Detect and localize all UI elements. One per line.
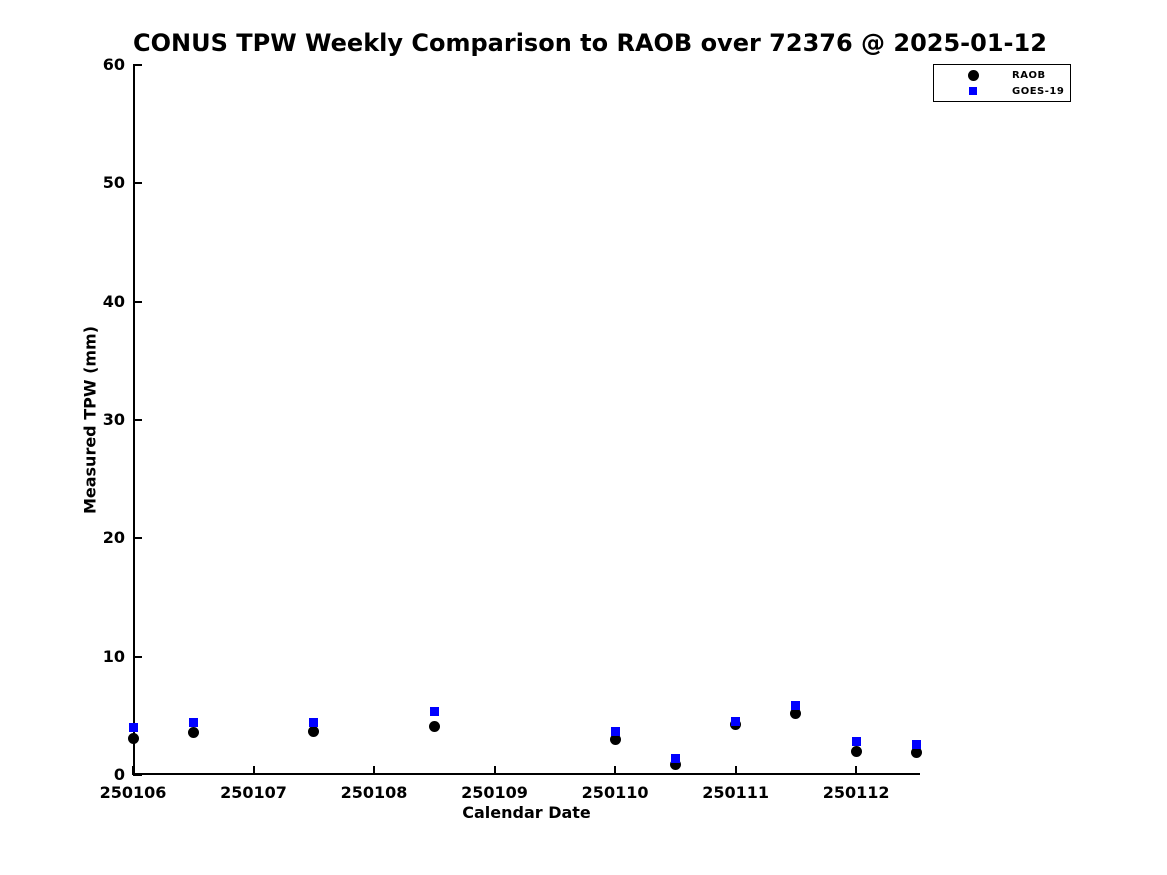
x-axis-label: Calendar Date bbox=[462, 803, 591, 822]
raob-marker bbox=[910, 747, 922, 759]
y-tick-mark bbox=[133, 182, 142, 185]
raob-marker bbox=[127, 732, 139, 744]
y-tick-label: 10 bbox=[102, 646, 125, 666]
x-tick-label: 250109 bbox=[461, 783, 528, 802]
x-tick-label: 250112 bbox=[822, 783, 890, 802]
goes-19-marker bbox=[851, 737, 861, 747]
y-tick-mark bbox=[133, 774, 142, 776]
x-tick-label: 250111 bbox=[702, 783, 769, 802]
legend-item-raob: RAOB bbox=[934, 67, 1070, 83]
x-tick-label: 250106 bbox=[99, 783, 167, 802]
raob-circle-icon bbox=[967, 69, 979, 81]
y-tick-label: 0 bbox=[113, 765, 125, 784]
y-axis-label: Measured TPW (mm) bbox=[80, 325, 100, 515]
raob-marker bbox=[609, 734, 621, 745]
plot-area: 250106 250107 250108 250109 250110 250111 2501… bbox=[100, 55, 922, 802]
y-tick-label: 20 bbox=[102, 528, 125, 548]
legend-label-raob: RAOB bbox=[1012, 69, 1046, 81]
goes-19-marker bbox=[188, 718, 198, 728]
raob-marker bbox=[428, 720, 440, 732]
goes-19-marker bbox=[128, 723, 138, 733]
goes-19-marker bbox=[610, 726, 620, 736]
goes-19-marker bbox=[670, 753, 680, 763]
chart-title: CONUS TPW Weekly Comparison to RAOB over… bbox=[133, 29, 1047, 57]
y-tick-mark bbox=[133, 64, 142, 66]
legend-item-goes-19: GOES-19 bbox=[934, 83, 1070, 99]
x-tick-mark bbox=[855, 766, 858, 775]
y-tick-label: 30 bbox=[102, 410, 125, 429]
legend-label-goes-19: GOES-19 bbox=[1012, 85, 1065, 97]
y-tick-mark bbox=[133, 300, 142, 303]
x-tick-mark bbox=[132, 766, 134, 775]
raob-marker bbox=[790, 707, 802, 719]
y-tick-label: 50 bbox=[102, 173, 125, 193]
raob-marker bbox=[308, 725, 320, 737]
x-tick-label: 250108 bbox=[340, 783, 408, 802]
y-tick-mark bbox=[133, 655, 142, 658]
goes-19-marker bbox=[429, 706, 439, 716]
raob-marker bbox=[850, 745, 862, 757]
y-tick-label: 40 bbox=[102, 291, 125, 311]
y-tick-label: 60 bbox=[102, 55, 125, 74]
x-tick-mark bbox=[252, 766, 255, 775]
x-tick-label: 250107 bbox=[220, 783, 287, 802]
x-tick-mark bbox=[734, 766, 737, 775]
x-tick-mark bbox=[493, 766, 496, 775]
x-tick-mark bbox=[614, 766, 617, 775]
x-axis-line bbox=[133, 773, 920, 775]
y-tick-mark bbox=[133, 419, 142, 421]
goes-19-marker bbox=[911, 739, 921, 749]
x-tick-mark bbox=[373, 766, 376, 775]
goes-19-marker bbox=[791, 700, 801, 710]
legend: RAOB GOES-19 bbox=[933, 64, 1071, 102]
y-tick-mark bbox=[133, 537, 142, 540]
raob-marker bbox=[669, 758, 681, 770]
goes-19-square-icon bbox=[967, 85, 979, 97]
goes-19-marker bbox=[309, 718, 319, 728]
goes-19-marker bbox=[731, 717, 741, 727]
x-tick-label: 250110 bbox=[581, 783, 649, 802]
raob-marker bbox=[187, 726, 199, 738]
